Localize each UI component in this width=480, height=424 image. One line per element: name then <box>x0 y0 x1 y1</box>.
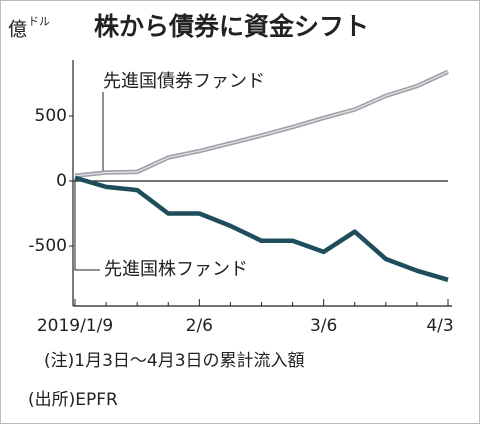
y-tick-label: 0 <box>56 171 67 191</box>
y-tick-label: -500 <box>28 236 67 256</box>
y-unit-sub: ドル <box>28 15 50 28</box>
leader <box>74 181 100 271</box>
series-label: 先進国債券ファンド <box>103 71 265 92</box>
x-tick-label: 4/3 <box>426 316 453 336</box>
series-line <box>74 175 449 282</box>
y-unit: 億 <box>8 19 27 41</box>
note: (注)1月3日～4月3日の累計流入額 <box>44 351 305 371</box>
x-tick-label: 3/6 <box>310 316 337 336</box>
chart-title: 株から債券に資金シフト <box>94 12 369 41</box>
y-tick-label: 500 <box>35 106 67 126</box>
x-tick-label: 2/6 <box>186 316 213 336</box>
x-tick-label: 2019/1/9 <box>37 316 113 336</box>
series-label: 先進国株ファンド <box>104 259 248 280</box>
series-line-highlight <box>74 71 449 177</box>
source: (出所)EPFR <box>28 390 118 410</box>
